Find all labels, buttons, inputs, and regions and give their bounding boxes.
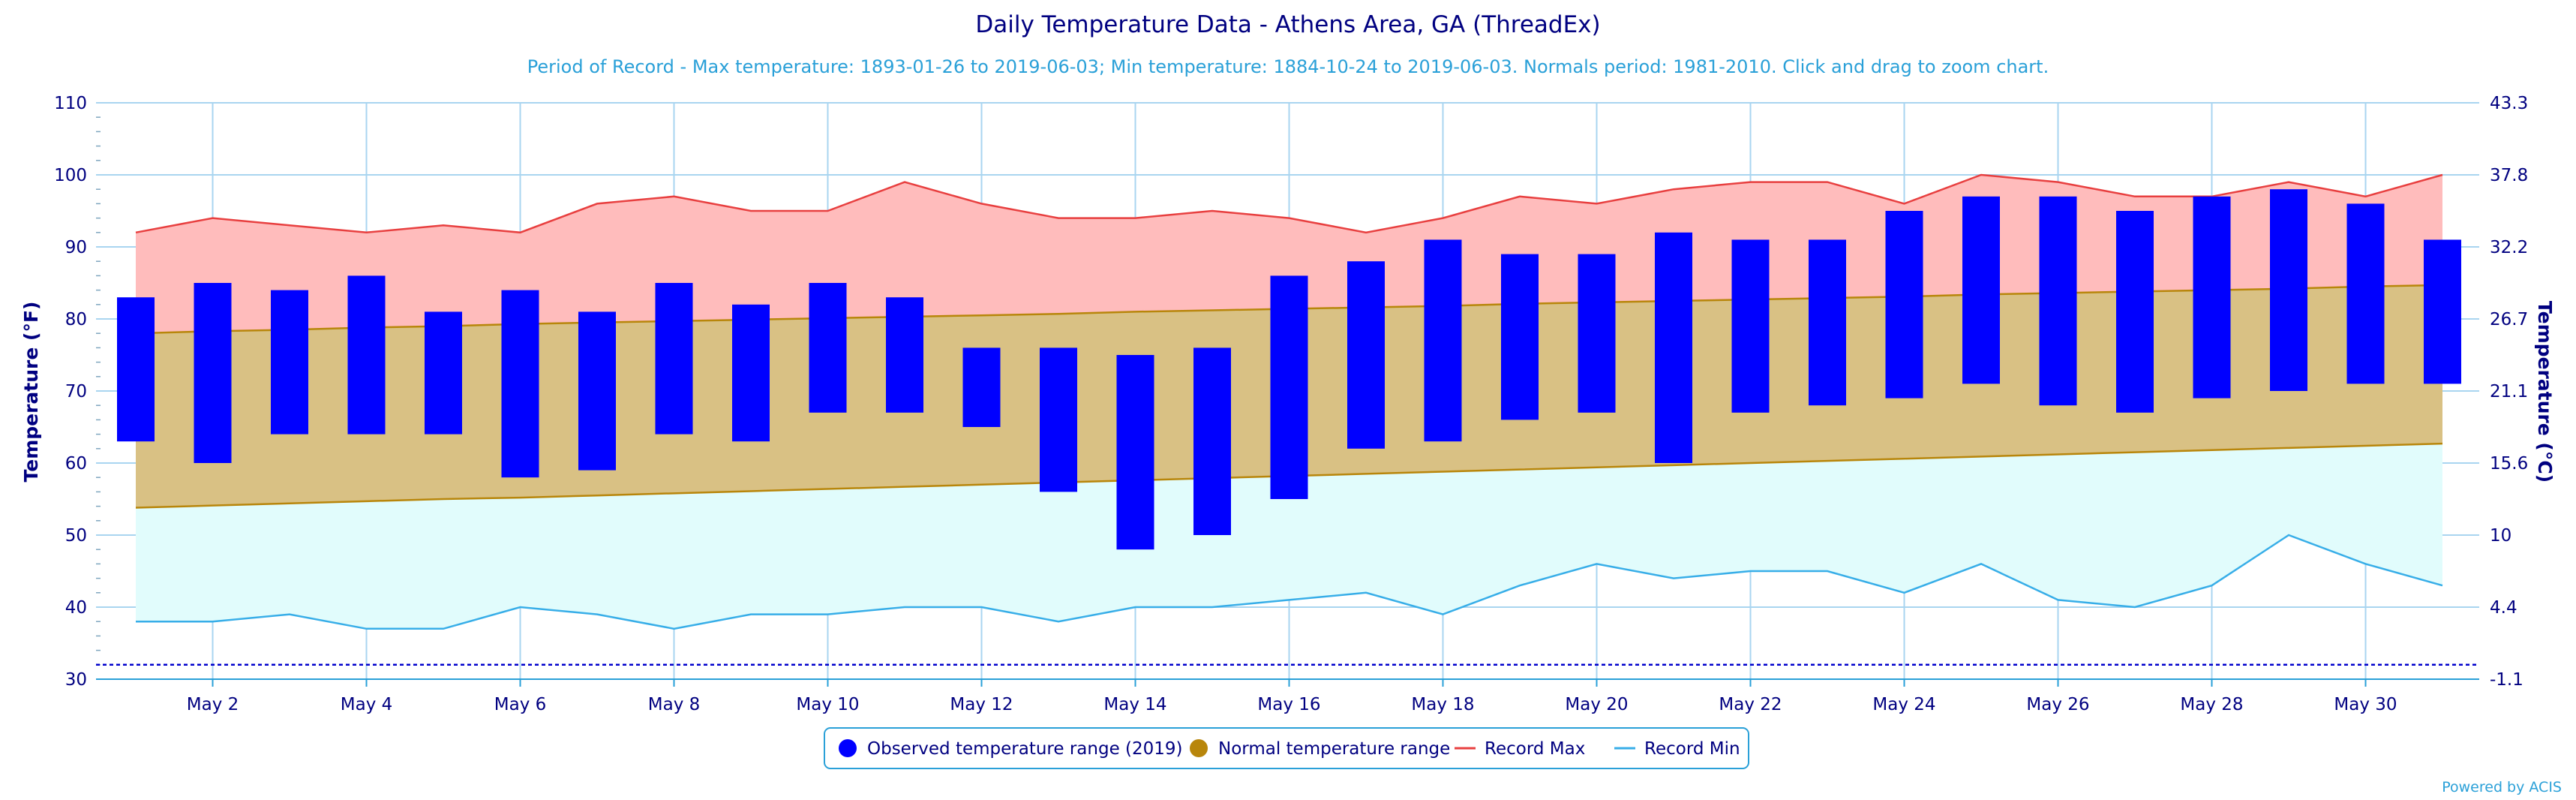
- x-axis-ticks: May 2 May 4 May 6 May 8 May 10 May 12 May 14 Ma…: [187, 679, 2397, 714]
- x-tick-label: May 6: [494, 695, 547, 714]
- observed-bar: [2193, 196, 2231, 398]
- x-tick-label: May 10: [796, 695, 859, 714]
- y-right-tick-label: -1.1: [2490, 670, 2523, 690]
- observed-bar: [1578, 254, 1616, 413]
- y-axis-left-ticks: 30 40 50 60 70 80 90 100 110: [54, 94, 87, 690]
- record-max-area: [136, 175, 2442, 334]
- y-axis-right-title: Temperature (°C): [2534, 301, 2556, 483]
- observed-bar: [962, 347, 1001, 427]
- observed-bar: [1731, 239, 1770, 413]
- y-right-tick-label: 43.3: [2490, 94, 2528, 113]
- y-right-tick-label: 37.8: [2490, 166, 2528, 185]
- record-min-line: [136, 534, 2443, 630]
- x-tick-label: May 20: [1565, 695, 1628, 714]
- record-min-series: [136, 444, 2443, 630]
- y-right-tick-label: 26.7: [2490, 310, 2528, 329]
- y-axis-left-title: Temperature (°F): [20, 302, 42, 483]
- record-max-series: [135, 173, 2443, 334]
- y-right-tick-label: 32.2: [2490, 238, 2528, 257]
- observed-bar: [1347, 261, 1385, 449]
- observed-bar: [1962, 196, 2000, 384]
- y-tick-label: 40: [65, 598, 87, 618]
- observed-bar: [1040, 347, 1077, 492]
- chart-subtitle: Period of Record - Max temperature: 1893…: [527, 56, 2049, 77]
- x-tick-label: May 8: [648, 695, 701, 714]
- legend-marker: [1190, 739, 1208, 757]
- observed-bar: [886, 297, 923, 413]
- legend-label: Normal temperature range: [1218, 739, 1450, 759]
- y-tick-label: 60: [65, 454, 87, 474]
- observed-bar: [1424, 239, 1462, 442]
- observed-bar: [1885, 211, 1923, 398]
- x-tick-label: May 14: [1103, 695, 1166, 714]
- x-tick-label: May 16: [1257, 695, 1320, 714]
- observed-bar: [655, 283, 693, 435]
- x-tick-label: May 30: [2334, 695, 2397, 714]
- y-tick-label: 70: [65, 382, 87, 402]
- x-tick-label: May 18: [1411, 695, 1474, 714]
- observed-bar: [1116, 355, 1154, 550]
- observed-bar: [347, 275, 386, 435]
- y-tick-label: 80: [65, 310, 87, 329]
- observed-bar: [194, 283, 232, 463]
- chart-title: Daily Temperature Data - Athens Area, GA…: [975, 11, 1600, 38]
- y-tick-label: 100: [54, 166, 87, 185]
- legend-marker: [839, 739, 857, 757]
- observed-bar: [732, 304, 770, 442]
- observed-bar: [1193, 347, 1231, 535]
- y-right-tick-label: 10: [2490, 526, 2511, 546]
- observed-bar: [2039, 196, 2077, 406]
- x-tick-label: May 26: [2026, 695, 2089, 714]
- observed-range-bars: [117, 189, 2461, 550]
- y-tick-label: 110: [54, 94, 87, 113]
- observed-bar: [2424, 239, 2461, 384]
- legend-label: Observed temperature range (2019): [867, 739, 1183, 759]
- x-tick-label: May 4: [341, 695, 393, 714]
- credit-link[interactable]: Powered by ACIS: [2442, 779, 2562, 795]
- legend: Observed temperature range (2019) Normal …: [824, 727, 1749, 769]
- observed-bar: [1655, 232, 1692, 463]
- y-right-tick-label: 4.4: [2490, 598, 2517, 618]
- observed-bar: [809, 283, 847, 413]
- y-right-tick-label: 15.6: [2490, 454, 2528, 474]
- observed-bar: [1501, 254, 1539, 420]
- legend-label: Record Max: [1485, 739, 1585, 759]
- observed-bar: [2116, 211, 2154, 413]
- legend-box: [824, 727, 1749, 769]
- y-tick-label: 30: [65, 670, 87, 690]
- x-tick-label: May 12: [950, 695, 1013, 714]
- y-right-tick-label: 21.1: [2490, 382, 2528, 402]
- observed-bar: [1270, 275, 1308, 499]
- observed-bar: [425, 311, 462, 435]
- record-max-line: [135, 173, 2443, 234]
- y-tick-label: 90: [65, 238, 87, 257]
- observed-bar: [2346, 203, 2385, 384]
- x-tick-label: May 2: [187, 695, 239, 714]
- observed-bar: [2270, 189, 2307, 391]
- observed-bar: [578, 311, 616, 471]
- observed-bar: [501, 290, 539, 478]
- y-tick-label: 50: [65, 526, 87, 546]
- legend-label: Record Min: [1644, 739, 1740, 759]
- y-axis-right-ticks: -1.1 4.4 10 15.6 21.1 26.7 32.2 37.8 43.3: [2490, 94, 2528, 690]
- x-tick-label: May 28: [2180, 695, 2243, 714]
- observed-bar: [1809, 239, 1846, 406]
- x-tick-label: May 24: [1872, 695, 1935, 714]
- record-min-area: [136, 444, 2442, 629]
- observed-bar: [271, 290, 308, 435]
- x-tick-label: May 22: [1719, 695, 1782, 714]
- observed-bar: [117, 297, 155, 442]
